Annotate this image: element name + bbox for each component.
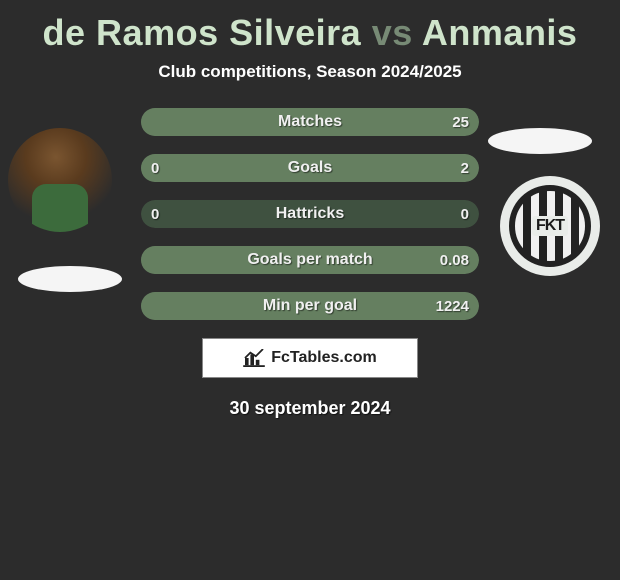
brand-text: FcTables.com <box>271 349 377 367</box>
player2-club-badge: FKT <box>500 176 600 276</box>
stat-label: Min per goal <box>141 297 479 315</box>
vs-label: vs <box>372 12 413 53</box>
content-area: FKT Matches250Goals20Hattricks0Goals per… <box>0 108 620 419</box>
stat-label: Goals <box>141 159 479 177</box>
stat-value-right: 0.08 <box>440 252 469 269</box>
stat-value-right: 2 <box>461 160 469 177</box>
stat-row: Matches25 <box>141 108 479 136</box>
player1-flag <box>18 266 122 292</box>
player2-name: Anmanis <box>422 12 578 53</box>
player1-name: de Ramos Silveira <box>43 12 362 53</box>
subtitle: Club competitions, Season 2024/2025 <box>0 62 620 82</box>
snapshot-date: 30 september 2024 <box>0 398 620 419</box>
stat-value-right: 1224 <box>436 298 469 315</box>
brand-chart-icon <box>243 349 265 367</box>
stat-label: Hattricks <box>141 205 479 223</box>
badge-text: FKT <box>532 216 568 236</box>
stat-row: 0Hattricks0 <box>141 200 479 228</box>
comparison-title: de Ramos Silveira vs Anmanis <box>0 0 620 54</box>
stat-row: Goals per match0.08 <box>141 246 479 274</box>
player1-avatar <box>8 128 112 232</box>
stat-value-right: 25 <box>452 114 469 131</box>
stat-label: Goals per match <box>141 251 479 269</box>
stat-value-right: 0 <box>461 206 469 223</box>
stat-bars: Matches250Goals20Hattricks0Goals per mat… <box>141 108 479 320</box>
player2-flag <box>488 128 592 154</box>
stat-label: Matches <box>141 113 479 131</box>
brand-box: FcTables.com <box>202 338 418 378</box>
stat-row: Min per goal1224 <box>141 292 479 320</box>
stat-row: 0Goals2 <box>141 154 479 182</box>
